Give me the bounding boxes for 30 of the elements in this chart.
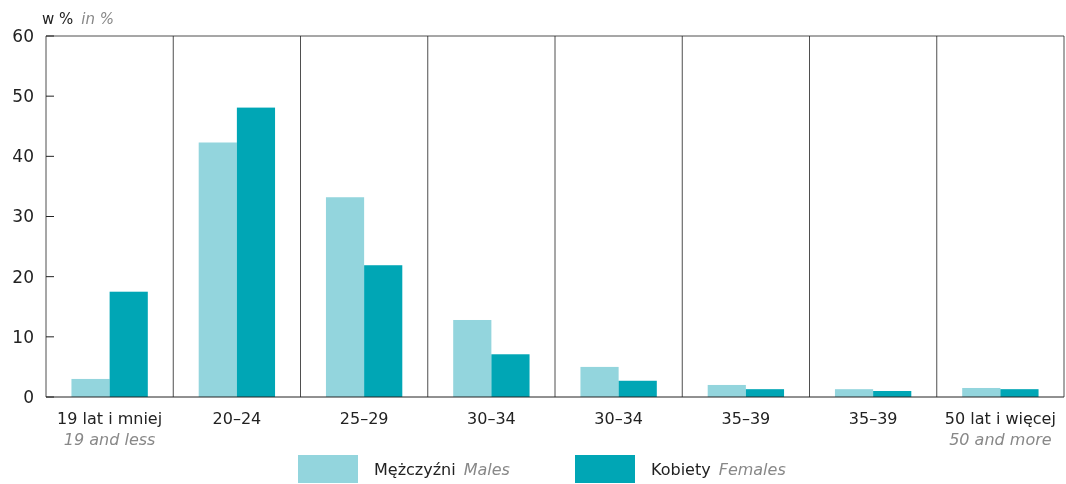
bar: [198, 142, 237, 397]
bar: [325, 197, 365, 397]
y-tick-label: 20: [12, 266, 34, 287]
bar: [236, 107, 276, 397]
bar: [1000, 389, 1039, 397]
x-tick-label: 35–39: [848, 409, 898, 428]
y-tick-label: 60: [12, 25, 34, 46]
x-tick-label: 25–29: [339, 409, 389, 428]
y-tick-label: 10: [12, 326, 34, 347]
bar: [364, 265, 403, 397]
x-tick-label: 30–34: [594, 409, 643, 428]
x-tick-label: 50 lat i więcej 50 and more: [944, 409, 1056, 449]
bar: [109, 291, 148, 397]
y-tick-label: 50: [12, 86, 34, 107]
bar: [580, 366, 619, 397]
y-axis-title: w % in %: [42, 10, 114, 28]
x-tick-label: 35–39: [721, 409, 771, 428]
bar: [618, 380, 657, 397]
y-tick-label: 30: [12, 206, 34, 227]
y-tick-label: 0: [23, 386, 34, 407]
bar: [71, 378, 110, 397]
bar: [453, 319, 492, 397]
x-tick-label: 30–34: [467, 409, 516, 428]
x-tick-label: 20–24: [212, 409, 262, 428]
legend-label: Mężczyźni Males: [374, 460, 510, 479]
y-tick-label: 40: [12, 146, 34, 167]
bar: [491, 354, 530, 397]
legend-label: Kobiety Females: [651, 460, 786, 479]
bar: [707, 384, 746, 397]
x-tick-label: 19 lat i mniej 19 and less: [57, 409, 163, 449]
